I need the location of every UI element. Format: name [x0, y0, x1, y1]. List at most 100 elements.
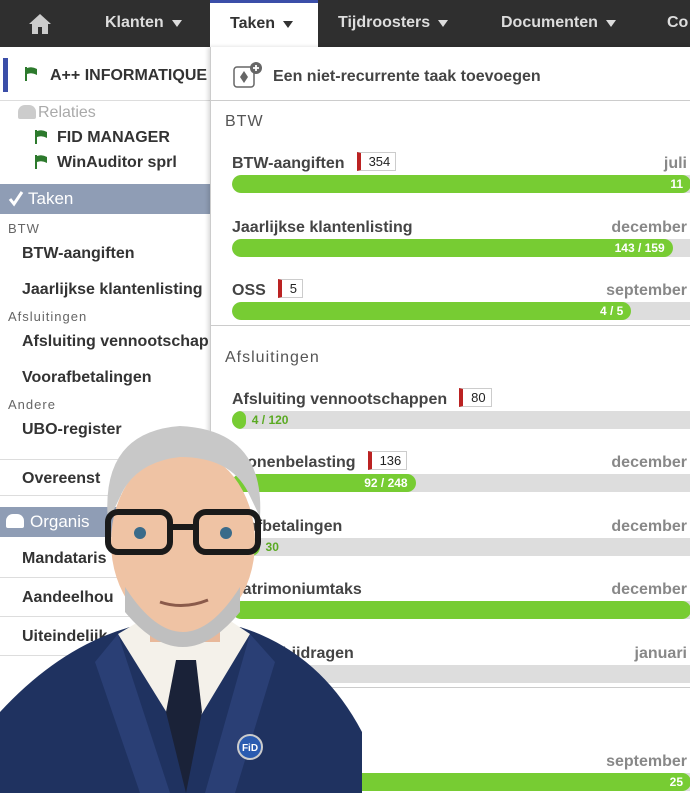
- task-dropdown: Een niet-recurrente taak toevoegen BTW BT…: [210, 47, 690, 793]
- nav-item[interactable]: Taken: [210, 0, 318, 47]
- group-label: BTW: [8, 221, 40, 236]
- task-count-badge: 5: [277, 279, 304, 298]
- task-title: Jaarlijkse klantenlisting: [232, 218, 413, 236]
- divider: [0, 577, 210, 578]
- group-label: Afsluitingen: [8, 309, 88, 324]
- nav-label: Taken: [230, 15, 276, 32]
- nav-item[interactable]: Co: [667, 0, 690, 47]
- progress-track: 11: [232, 175, 690, 193]
- task-row[interactable]: rsonenbelasting 136 december 92 / 248: [211, 451, 690, 511]
- add-task-link[interactable]: Een niet-recurrente taak toevoegen: [273, 68, 541, 85]
- nav-item[interactable]: Documenten: [481, 0, 667, 47]
- divider: [211, 100, 690, 101]
- task-row[interactable]: BTW-aangiften 354 juli 11: [211, 152, 690, 212]
- progress-track: 92 / 248: [232, 474, 690, 492]
- relation[interactable]: FID MANAGER: [57, 129, 170, 146]
- nav-label: Klanten: [105, 14, 164, 31]
- divider: [0, 495, 210, 496]
- progress-fill: [232, 175, 690, 193]
- task-month: december: [611, 581, 687, 598]
- divider: [0, 616, 210, 617]
- task-link[interactable]: UBO-register: [22, 421, 122, 438]
- people-icon: [6, 514, 24, 528]
- divider: [0, 459, 210, 460]
- add-icon[interactable]: [231, 61, 263, 91]
- progress-label: 143 / 159: [614, 240, 665, 255]
- divider: [211, 324, 690, 326]
- avatar-illustration: FiD: [0, 426, 362, 793]
- flag-icon: [34, 129, 48, 145]
- group-label: Andere: [8, 397, 56, 412]
- task-month: december: [611, 454, 687, 471]
- task-month: december: [611, 517, 687, 535]
- progress-track: [232, 601, 690, 619]
- task-title: OSS: [232, 282, 266, 299]
- progress-track: 4 / 120: [232, 410, 690, 429]
- home-icon[interactable]: [28, 13, 52, 35]
- progress-fill: [232, 474, 416, 492]
- client-name[interactable]: A++ INFORMATIQUE: [50, 67, 208, 84]
- dropdown-arrow: [438, 0, 449, 46]
- org-link[interactable]: Mandataris: [22, 550, 107, 567]
- client-marker: [3, 58, 8, 92]
- task-month: september: [606, 282, 687, 299]
- progress-track: [232, 664, 690, 683]
- relations-title: Relaties: [38, 104, 96, 121]
- progress-track: 4 / 5: [232, 302, 690, 320]
- task-count-badge: 80: [459, 387, 492, 407]
- nav-item[interactable]: Klanten: [85, 0, 195, 47]
- dropdown-arrow: [605, 0, 616, 46]
- task-row[interactable]: Patrimoniumtaks december: [211, 578, 690, 638]
- avatar-badge: [237, 734, 263, 760]
- task-row[interactable]: OSS 5 september 4 / 5: [211, 279, 690, 339]
- dropdown-arrow: [171, 0, 182, 46]
- org-link[interactable]: Uiteindelijk: [22, 628, 108, 645]
- check-icon: [8, 189, 24, 207]
- flag-icon: [24, 66, 38, 82]
- progress-label: 30: [265, 539, 279, 554]
- task-month: januari: [634, 644, 687, 662]
- top-nav: Klanten Taken Tijdroosters Documenten Co: [0, 0, 690, 47]
- nav-label: Co: [667, 14, 689, 31]
- org-link[interactable]: Aandeelhou: [22, 589, 114, 606]
- task-link[interactable]: Voorafbetalingen: [22, 369, 152, 386]
- task-row[interactable]: Afsluiting vennootschappen 80 4 / 120: [211, 387, 690, 448]
- task-title: BTW-aangiften: [232, 155, 345, 172]
- tasks-header: Taken: [0, 184, 210, 214]
- progress-label: 92 / 248: [364, 476, 408, 490]
- people-icon: [18, 105, 36, 119]
- task-month: december: [611, 218, 687, 236]
- progress-label: 25: [669, 775, 683, 789]
- task-title: rsonenbelasting: [232, 454, 356, 471]
- progress-fill: [232, 302, 632, 320]
- progress-fill: [232, 238, 673, 257]
- relation[interactable]: WinAuditor sprl: [57, 154, 177, 171]
- dropdown-arrow: [283, 3, 294, 45]
- progress-label: 4 / 5: [599, 304, 624, 318]
- task-link[interactable]: Jaarlijkse klantenlisting: [22, 281, 203, 298]
- agreements-link[interactable]: Overeenst: [22, 470, 101, 487]
- progress-label: 4 / 120: [251, 412, 289, 427]
- task-link[interactable]: Afsluiting vennootschap: [22, 333, 209, 350]
- progress-label: 11: [670, 177, 683, 191]
- progress-track: 143 / 159: [232, 238, 690, 257]
- section-name: BTW: [225, 113, 264, 130]
- task-link[interactable]: BTW-aangiften: [22, 245, 135, 262]
- task-title: Afsluiting vennootschappen: [232, 390, 448, 408]
- flag-icon: [34, 154, 48, 170]
- task-title: Patrimoniumtaks: [232, 581, 362, 598]
- task-month: september: [606, 753, 687, 770]
- progress-fill: [232, 410, 246, 429]
- task-count-badge: 136: [367, 451, 408, 470]
- task-month: juli: [663, 155, 687, 172]
- task-count-badge: 354: [356, 152, 397, 171]
- section-name: Afsluitingen: [225, 348, 320, 366]
- task-row[interactable]: Jaarlijkse klantenlisting december 143 / 1…: [211, 216, 690, 276]
- nav-label: Documenten: [501, 14, 598, 31]
- divider: [211, 687, 690, 688]
- nav-label: Tijdroosters: [338, 14, 431, 31]
- divider: [0, 100, 210, 101]
- avatar-badge-text: FiD: [242, 743, 258, 754]
- nav-item[interactable]: Tijdroosters: [318, 0, 478, 47]
